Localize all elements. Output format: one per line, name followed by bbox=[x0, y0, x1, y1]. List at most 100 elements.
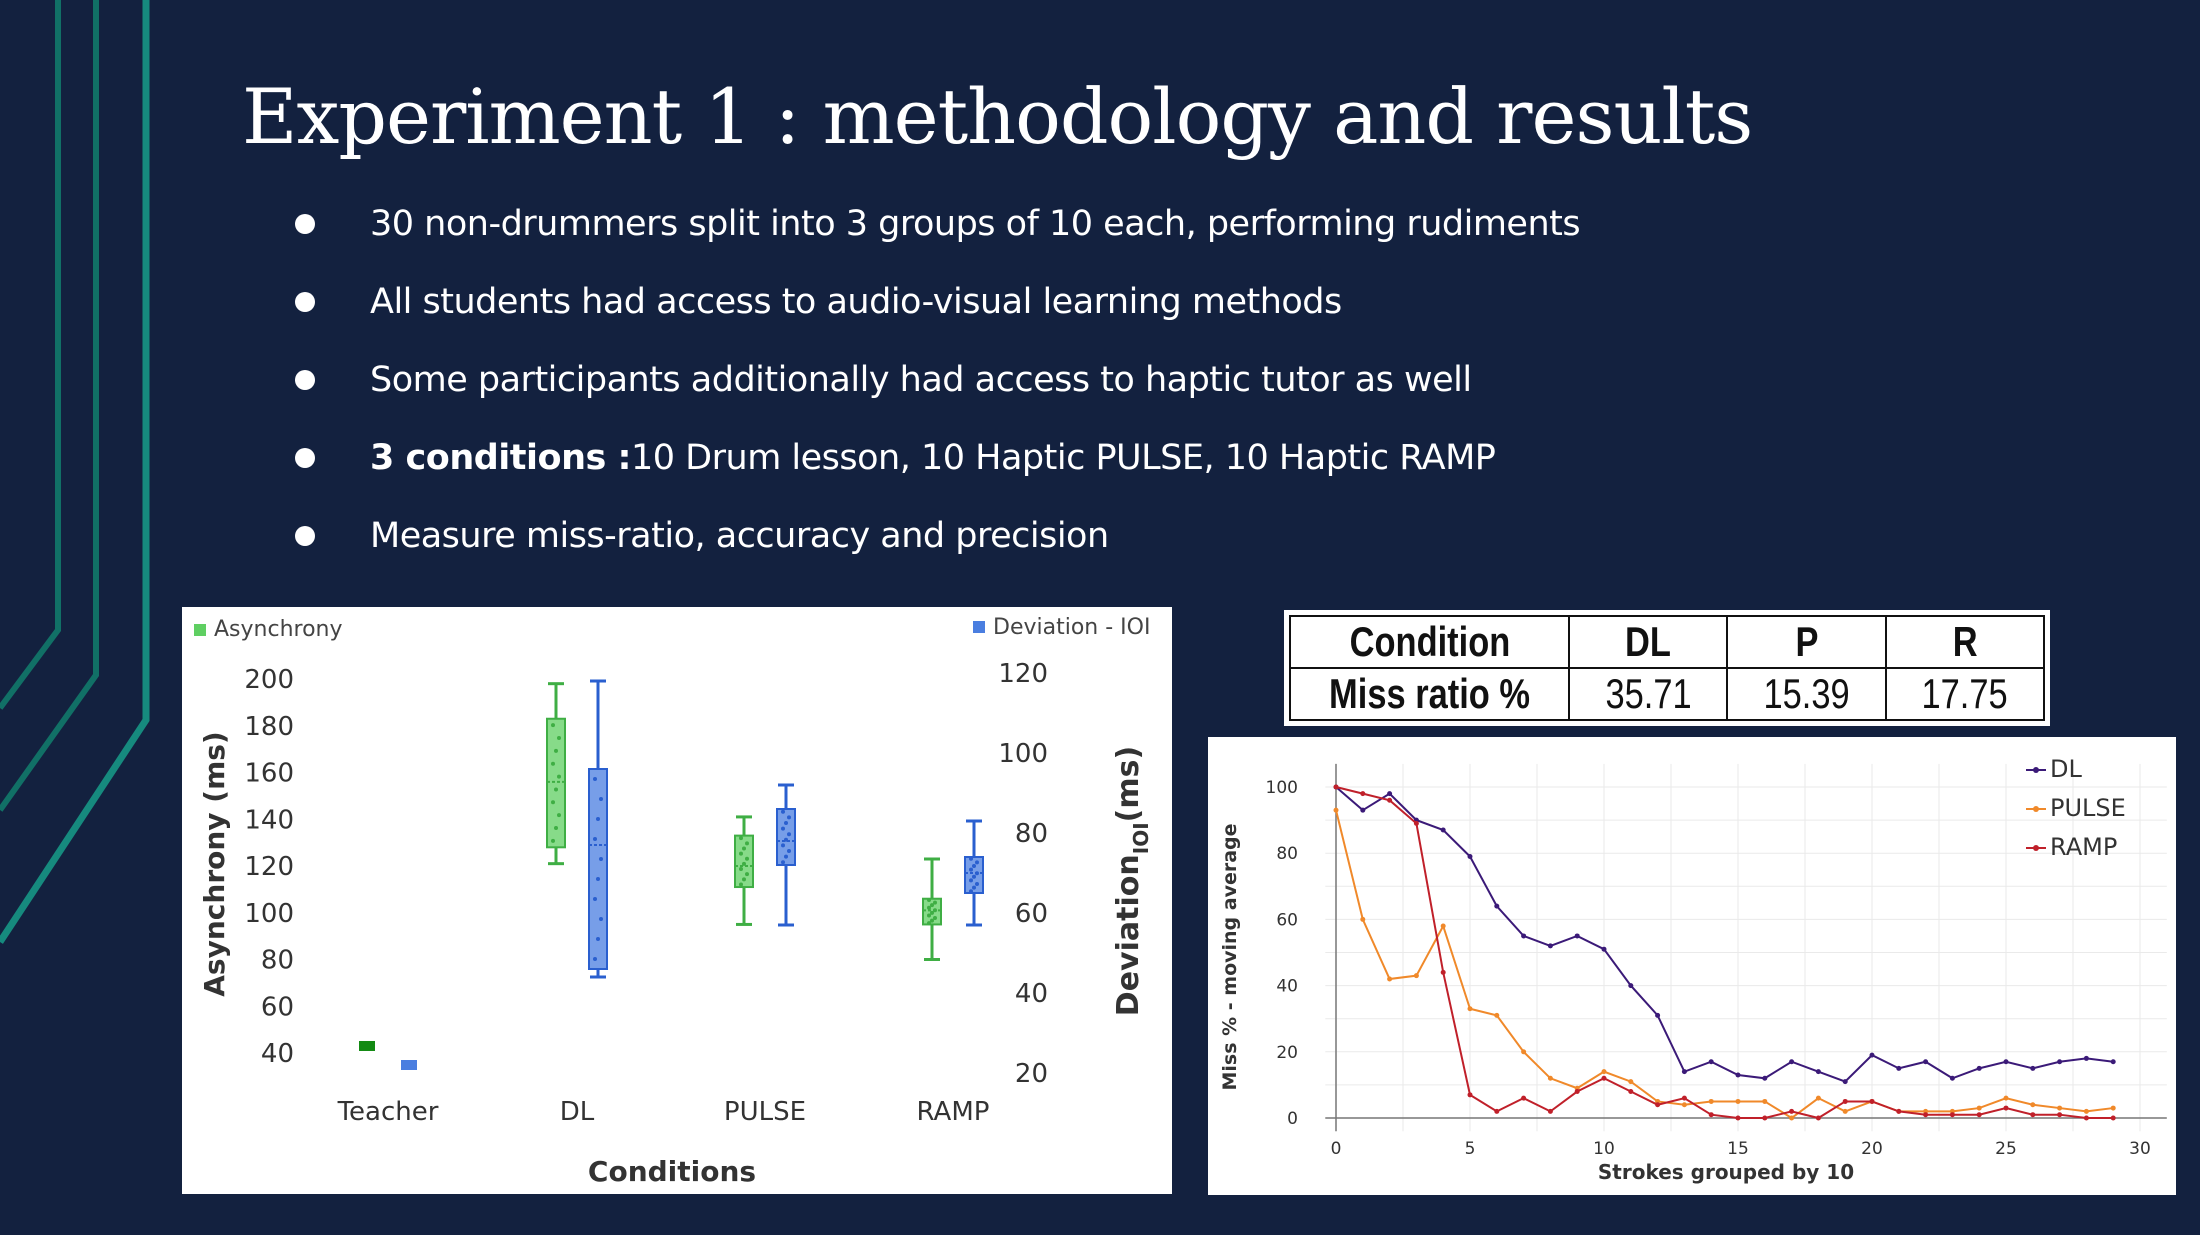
table-row: Miss ratio % 35.71 15.39 17.75 bbox=[1288, 667, 2046, 721]
box-data-point bbox=[593, 777, 597, 781]
series-point-dl bbox=[2083, 1055, 2089, 1061]
bullet-dot bbox=[295, 214, 315, 234]
box-data-point bbox=[969, 889, 973, 894]
table-header-row: Condition DL P R bbox=[1288, 615, 2046, 669]
series-point-pulse bbox=[1815, 1095, 1821, 1101]
table-header-cell: R bbox=[1884, 615, 2046, 669]
series-point-dl bbox=[1896, 1065, 1902, 1071]
series-line-ramp bbox=[1335, 786, 2114, 1120]
series-point-dl bbox=[1387, 791, 1393, 797]
series-point-ramp bbox=[1949, 1112, 1955, 1118]
legend-label-pulse: PULSE bbox=[2050, 794, 2126, 822]
series-point-pulse bbox=[2030, 1102, 2036, 1108]
box-data-point bbox=[596, 877, 600, 881]
box-data-point bbox=[551, 761, 555, 766]
box-data-point bbox=[781, 809, 785, 814]
y-tick-label: 160 bbox=[244, 759, 294, 789]
series-point-pulse bbox=[1708, 1098, 1714, 1104]
y-tick-label: 80 bbox=[261, 946, 294, 976]
series-point-ramp bbox=[1789, 1108, 1795, 1114]
box-data-point bbox=[972, 874, 976, 879]
series-point-pulse bbox=[1735, 1098, 1741, 1104]
box-data-point bbox=[784, 854, 788, 859]
series-point-pulse bbox=[1842, 1108, 1848, 1114]
miss-ratio-table: Condition DL P R Miss ratio % 35.71 15.3… bbox=[1284, 610, 2050, 726]
bullet-dot bbox=[295, 292, 315, 312]
teal-line-1 bbox=[0, 0, 61, 710]
x-tick-label: 0 bbox=[1331, 1139, 1342, 1159]
series-point-pulse bbox=[1521, 1049, 1527, 1055]
series-point-dl bbox=[1842, 1079, 1848, 1085]
box-data-point bbox=[787, 849, 791, 853]
legend-swatch-deviation bbox=[973, 621, 985, 633]
series-point-dl bbox=[1681, 1069, 1687, 1075]
y2-tick-label: 120 bbox=[998, 659, 1048, 689]
series-point-pulse bbox=[2003, 1095, 2009, 1101]
y2-axis-title: DeviationIOI(ms) bbox=[1111, 746, 1153, 1016]
series-point-dl bbox=[1574, 933, 1580, 939]
bullet-item: Measure miss-ratio, accuracy and precisi… bbox=[295, 506, 1109, 566]
x-tick-label: RAMP bbox=[917, 1097, 990, 1127]
series-point-ramp bbox=[1601, 1075, 1607, 1081]
series-point-pulse bbox=[1628, 1079, 1634, 1085]
y-tick-label: 100 bbox=[244, 899, 294, 929]
legend-label-deviation: Deviation - IOI bbox=[993, 615, 1150, 640]
miss-ratio-grid: Condition DL P R Miss ratio % 35.71 15.3… bbox=[1288, 615, 2046, 721]
x-tick-label: 15 bbox=[1727, 1139, 1749, 1159]
series-point-ramp bbox=[1842, 1098, 1848, 1104]
box-data-point bbox=[975, 871, 979, 876]
box-data-point bbox=[739, 867, 743, 872]
series-point-ramp bbox=[1628, 1089, 1634, 1095]
box-data-point bbox=[551, 723, 555, 728]
series-point-ramp bbox=[1762, 1115, 1768, 1121]
table-header-cell: DL bbox=[1568, 615, 1729, 669]
table-header-cell: Condition bbox=[1288, 615, 1571, 669]
bullet-text: All students had access to audio-visual … bbox=[370, 282, 1342, 322]
box-data-point bbox=[781, 826, 785, 831]
box-data-point bbox=[972, 864, 976, 868]
series-point-ramp bbox=[1333, 784, 1339, 790]
bullet-item: Some participants additionally had acces… bbox=[295, 350, 1472, 410]
box-data-point bbox=[596, 937, 600, 941]
series-point-ramp bbox=[1815, 1115, 1821, 1121]
box-data-point bbox=[930, 918, 934, 923]
series-point-dl bbox=[1547, 943, 1553, 949]
y2-tick-label: 100 bbox=[998, 739, 1048, 769]
y2-tick-label: 80 bbox=[1015, 819, 1048, 849]
box-teacher-marker bbox=[359, 1040, 375, 1051]
y-tick-label: 40 bbox=[261, 1039, 294, 1069]
box-data-point bbox=[739, 851, 743, 856]
y2-axis-title-unit: (ms) bbox=[1111, 746, 1146, 823]
series-point-pulse bbox=[1360, 916, 1366, 922]
box-data-point bbox=[784, 837, 788, 842]
series-line-pulse bbox=[1335, 809, 2114, 1120]
series-point-pulse bbox=[1413, 973, 1419, 979]
box-data-point bbox=[742, 846, 746, 851]
series-point-pulse bbox=[2083, 1108, 2089, 1114]
series-point-ramp bbox=[1869, 1098, 1875, 1104]
box-data-point bbox=[739, 836, 743, 841]
box-data-point bbox=[927, 921, 931, 926]
series-point-ramp bbox=[1896, 1108, 1902, 1114]
y-tick-label: 200 bbox=[244, 665, 294, 695]
series-point-dl bbox=[1762, 1075, 1768, 1081]
y2-axis-title-subscript: IOI bbox=[1129, 822, 1153, 854]
box-data-point bbox=[551, 838, 555, 843]
series-point-dl bbox=[1815, 1069, 1821, 1075]
bullet-dot bbox=[295, 526, 315, 546]
series-point-pulse bbox=[1440, 923, 1446, 929]
box-data-point bbox=[554, 787, 558, 792]
box-data-point bbox=[975, 860, 979, 865]
table-cell: 35.71 bbox=[1568, 667, 1729, 721]
box-data-point bbox=[927, 898, 931, 903]
bullet-dot bbox=[295, 370, 315, 390]
series-point-dl bbox=[2110, 1059, 2116, 1065]
series-point-dl bbox=[1467, 854, 1473, 860]
series-point-dl bbox=[1976, 1065, 1982, 1071]
slide-title: Experiment 1 : methodology and results bbox=[242, 72, 1753, 161]
series-point-pulse bbox=[1547, 1075, 1553, 1081]
y-tick-label: 140 bbox=[244, 805, 294, 835]
series-point-dl bbox=[1735, 1072, 1741, 1078]
x-tick-label: 10 bbox=[1593, 1139, 1615, 1159]
x-tick-label: DL bbox=[560, 1097, 595, 1127]
